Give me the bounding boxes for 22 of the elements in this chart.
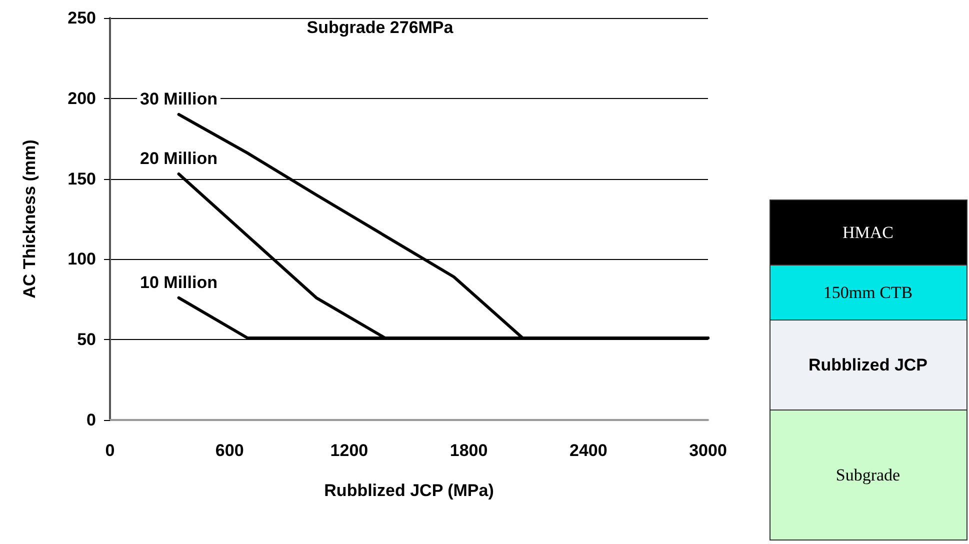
y-tick-label: 200 [68,88,96,108]
y-tick-label: 250 [68,8,96,28]
text: Rubblized JCP [808,356,928,374]
x-tick-label: 3000 [689,441,727,460]
x-tick-label: 600 [215,441,244,460]
y-tick-label: 150 [68,169,96,188]
x-tick-label: 1800 [450,441,488,460]
y-tick-label: 100 [68,250,96,269]
x-tick-label: 0 [105,441,115,460]
y-tick-label: 50 [77,330,96,350]
y-axis-title: AC Thickness (mm) [20,140,39,298]
text: Subgrade [836,466,900,484]
x-tick-label: 2400 [569,441,608,460]
series-label: 20 Million [140,148,218,168]
chart-title: Subgrade 276MPa [306,18,454,37]
series-label: 30 Million [140,89,218,108]
x-tick-label: 1200 [330,441,368,460]
text: 150mm CTB [823,283,913,302]
x-axis-title: Rubblized JCP (MPa) [324,481,494,500]
text: HMAC [842,223,894,242]
y-tick-label: 0 [86,410,96,430]
series-label: 10 Million [140,272,218,292]
